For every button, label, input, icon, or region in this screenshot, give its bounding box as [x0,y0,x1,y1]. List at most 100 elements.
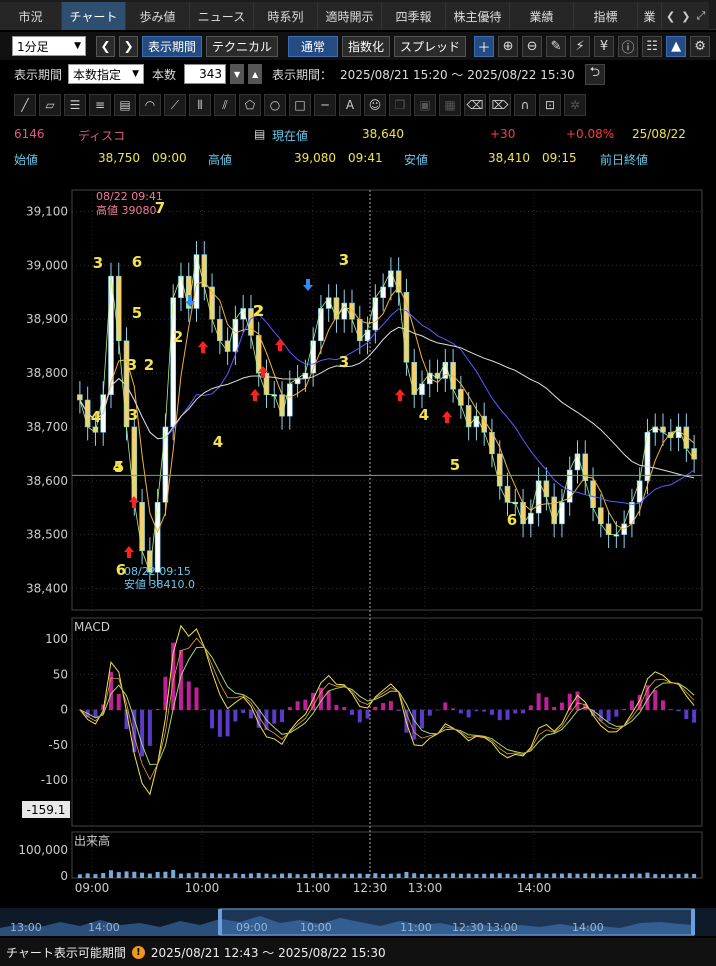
lock-tool-icon[interactable]: ⊡ [539,94,561,116]
tab-ticks[interactable]: 歩み値 [126,2,190,30]
wave-count-label: 3 [339,251,349,269]
prev-button[interactable]: ❮ [96,35,115,57]
volume-bar [334,873,339,878]
chart-navigator[interactable]: 13:00 14:00 09:00 10:00 11:00 12:30 13:00 14:00 [0,908,716,936]
macd-histogram-bar [311,692,316,711]
spread-button[interactable]: スプレッド [394,35,467,57]
macd-histogram-bar [466,709,471,718]
price-chart[interactable]: 38,400 38,500 38,600 38,700 38,800 38,900 39,0… [0,170,716,906]
fan-tool-icon[interactable]: ⟋ [164,94,186,116]
normal-button[interactable]: 通常 [288,35,339,57]
paste-tool-icon[interactable]: ▣ [414,94,436,116]
yen-icon[interactable]: ¥ [594,35,615,57]
tab-indicators[interactable]: 指標 [574,2,638,30]
hlines-tool-icon[interactable]: ☰ [64,94,86,116]
tab-market[interactable]: 市況 [0,2,62,30]
rect-tool-icon[interactable]: □ [289,94,311,116]
tab-shikiho[interactable]: 四季報 [382,2,446,30]
interval-select[interactable]: 1分足 ▼ [12,36,86,56]
line-tool-icon[interactable]: ╱ [14,94,36,116]
volume-tick-label: 100,000 [18,843,68,857]
candle-body [217,318,223,342]
chart-style-icon[interactable]: ▲ [666,35,687,57]
spin-down-icon[interactable]: ▼ [230,64,245,84]
copy-tool-icon[interactable]: ❐ [389,94,411,116]
hline-tool-icon[interactable]: ─ [314,94,336,116]
volume-bar [342,873,347,878]
macd-histogram-bar [559,702,564,711]
open-value: 38,750 [98,151,140,165]
document-icon[interactable]: ▤ [254,127,266,141]
volume-bar [101,873,106,878]
ruler-tool-icon[interactable]: ▱ [39,94,61,116]
candle-body [318,308,324,342]
eraser-tool-icon[interactable]: ⌫ [464,94,486,116]
channel-tool-icon[interactable]: ▤ [114,94,136,116]
count-input[interactable]: 343 [184,64,227,84]
chevron-left-icon[interactable]: ❮ [666,9,676,23]
navigator-window[interactable] [219,908,695,936]
candle-body [178,275,184,298]
macd-histogram-bar [132,709,137,753]
wrench-icon[interactable]: ⚙ [690,35,711,57]
volume-bar [202,873,207,878]
display-period-button[interactable]: 表示期間 [142,35,203,57]
candle-body [364,329,371,342]
tab-disclosure[interactable]: 適時開示 [318,2,382,30]
macd-histogram-bar [451,708,456,711]
pencil-icon[interactable]: ✎ [546,35,567,57]
reset-icon[interactable]: ⮌ [584,63,605,85]
hlines2-tool-icon[interactable]: ≡ [89,94,111,116]
tab-chart[interactable]: チャート [62,2,126,30]
arc-tool-icon[interactable]: ◠ [139,94,161,116]
circle-tool-icon[interactable]: ○ [264,94,286,116]
info-icon[interactable]: ⓘ [618,35,639,57]
volume-bar [559,873,564,878]
tab-more[interactable]: 業 [638,2,662,30]
volume-bar [629,873,634,878]
volume-bar [155,871,160,878]
my-settings-icon[interactable]: ☷ [642,35,663,57]
technical-button[interactable]: テクニカル [206,35,279,57]
stock-name: ディスコ [78,129,126,143]
tab-benefits[interactable]: 株主優待 [446,2,510,30]
eraser-all-tool-icon[interactable]: ⌦ [489,94,511,116]
volume-bar [217,873,222,878]
macd-histogram-bar [629,700,634,711]
zoom-out-icon[interactable]: ⊖ [522,35,543,57]
add-icon[interactable]: ＋ [474,35,495,57]
indexed-button[interactable]: 指数化 [342,35,391,57]
macd-histogram-bar [497,709,502,721]
stamp-tool-icon[interactable]: ▦ [439,94,461,116]
volume-bar [443,873,448,878]
navigator-handle-right[interactable] [691,909,695,935]
pentagon-tool-icon[interactable]: ⬠ [239,94,261,116]
tab-earnings[interactable]: 業績 [510,2,574,30]
spin-up-icon[interactable]: ▲ [248,64,263,84]
open-label: 始値 [14,153,39,167]
volume-bar [116,872,121,878]
magnet-tool-icon[interactable]: ∩ [514,94,536,116]
settings-tool-icon[interactable]: ✲ [564,94,586,116]
period-label: 表示期間 [14,67,63,82]
period-mode-select[interactable]: 本数指定 ▼ [68,64,145,84]
tab-timeseries[interactable]: 時系列 [254,2,318,30]
status-range: 2025/08/21 12:43 ～ 2025/08/22 15:30 [150,945,386,960]
fan2-tool-icon[interactable]: ⫽ [214,94,236,116]
candle-body [598,507,604,525]
text-tool-icon[interactable]: A [339,94,361,116]
wave-count-label: 5 [132,304,142,322]
expand-icon[interactable]: ⤢ [696,9,706,22]
macd-histogram-bar [598,709,603,722]
emoji-tool-icon[interactable]: ☺ [364,94,386,116]
next-button[interactable]: ❯ [119,35,138,57]
navigator-handle-left[interactable] [218,909,222,935]
volume-bar [225,873,230,878]
tab-news[interactable]: ニュース [190,2,254,30]
chevron-right-icon[interactable]: ❯ [681,9,691,23]
zoom-in-icon[interactable]: ⊕ [498,35,519,57]
vlines-tool-icon[interactable]: ⦀ [189,94,211,116]
signal-icon[interactable]: ⚡ [570,35,591,57]
macd-tick-label: -50 [48,738,68,752]
wave-count-label: 7 [155,199,165,217]
